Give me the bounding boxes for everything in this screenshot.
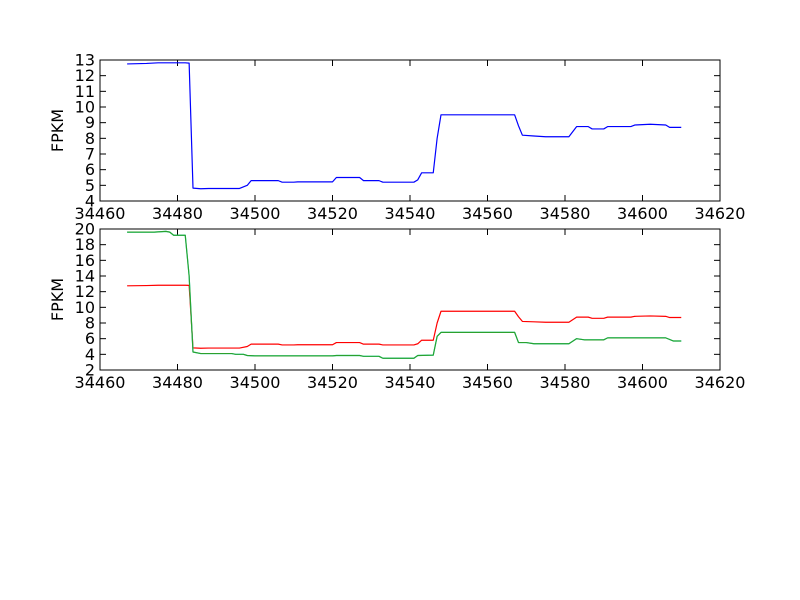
x-tick-labels-bottom: 34460 34480 34500 34520 34540 34560 34580 34600… bbox=[75, 373, 746, 392]
y-tick-label: 9 bbox=[85, 113, 95, 132]
x-tick-label: 34600 bbox=[617, 204, 668, 223]
y-tick-label: 16 bbox=[75, 251, 95, 270]
x-tick-label: 34600 bbox=[617, 373, 668, 392]
plot-area-top bbox=[100, 60, 720, 201]
y-tick-label: 2 bbox=[85, 361, 95, 380]
series-line-1 bbox=[127, 284, 682, 349]
y-tick-label: 11 bbox=[75, 82, 95, 101]
x-tick-label: 34560 bbox=[462, 373, 513, 392]
y-tick-label: 10 bbox=[75, 298, 95, 317]
series-layer-bottom bbox=[127, 230, 682, 359]
y-tick-label: 8 bbox=[85, 129, 95, 148]
series-layer-top bbox=[127, 62, 682, 190]
y-tick-label: 14 bbox=[75, 267, 95, 286]
y-tick-label: 7 bbox=[85, 145, 95, 164]
series-line-1 bbox=[127, 62, 682, 190]
y-tick-label: 13 bbox=[75, 51, 95, 70]
y-tick-label: 6 bbox=[85, 160, 95, 179]
y-tick-label: 6 bbox=[85, 329, 95, 348]
y-axis-label-top: FPKM bbox=[48, 109, 67, 152]
y-axis-label-bottom: FPKM bbox=[48, 278, 67, 321]
y-tick-label: 12 bbox=[75, 282, 95, 301]
plot-area-bottom bbox=[100, 229, 720, 370]
x-tick-label: 34480 bbox=[152, 373, 203, 392]
x-tick-label: 34580 bbox=[540, 373, 591, 392]
y-tick-label: 12 bbox=[75, 66, 95, 85]
x-tick-label: 34500 bbox=[230, 373, 281, 392]
x-tick-label: 34520 bbox=[307, 373, 358, 392]
y-tick-label: 4 bbox=[85, 192, 95, 211]
x-tick-label: 34480 bbox=[152, 204, 203, 223]
series-line-3 bbox=[127, 230, 682, 359]
plot-frame-bottom bbox=[99, 228, 721, 371]
x-tick-label: 34460 bbox=[75, 373, 126, 392]
x-tick-label: 34540 bbox=[385, 204, 436, 223]
plot-frame-top bbox=[99, 59, 721, 202]
x-tick-label: 34560 bbox=[462, 204, 513, 223]
y-tick-label: 10 bbox=[75, 98, 95, 117]
x-tick-labels-top: 34460 34480 34500 34520 34540 34560 34580 34600… bbox=[75, 204, 746, 223]
y-tick-label: 20 bbox=[75, 220, 95, 239]
chart-panel-top: 34460 34480 34500 34520 34540 34560 34580 34600… bbox=[48, 51, 745, 224]
y-tick-label: 18 bbox=[75, 235, 95, 254]
x-tick-label: 34580 bbox=[540, 204, 591, 223]
x-tick-label: 34620 bbox=[695, 373, 746, 392]
x-tick-label: 34540 bbox=[385, 373, 436, 392]
y-tick-label: 4 bbox=[85, 345, 95, 364]
chart-panel-bottom: 34460 34480 34500 34520 34540 34560 34580 34600… bbox=[48, 220, 745, 393]
y-tick-label: 5 bbox=[85, 176, 95, 195]
x-tick-label: 34500 bbox=[230, 204, 281, 223]
x-tick-label: 34520 bbox=[307, 204, 358, 223]
x-tick-label: 34460 bbox=[75, 204, 126, 223]
x-tick-label: 34620 bbox=[695, 204, 746, 223]
y-tick-label: 8 bbox=[85, 314, 95, 333]
